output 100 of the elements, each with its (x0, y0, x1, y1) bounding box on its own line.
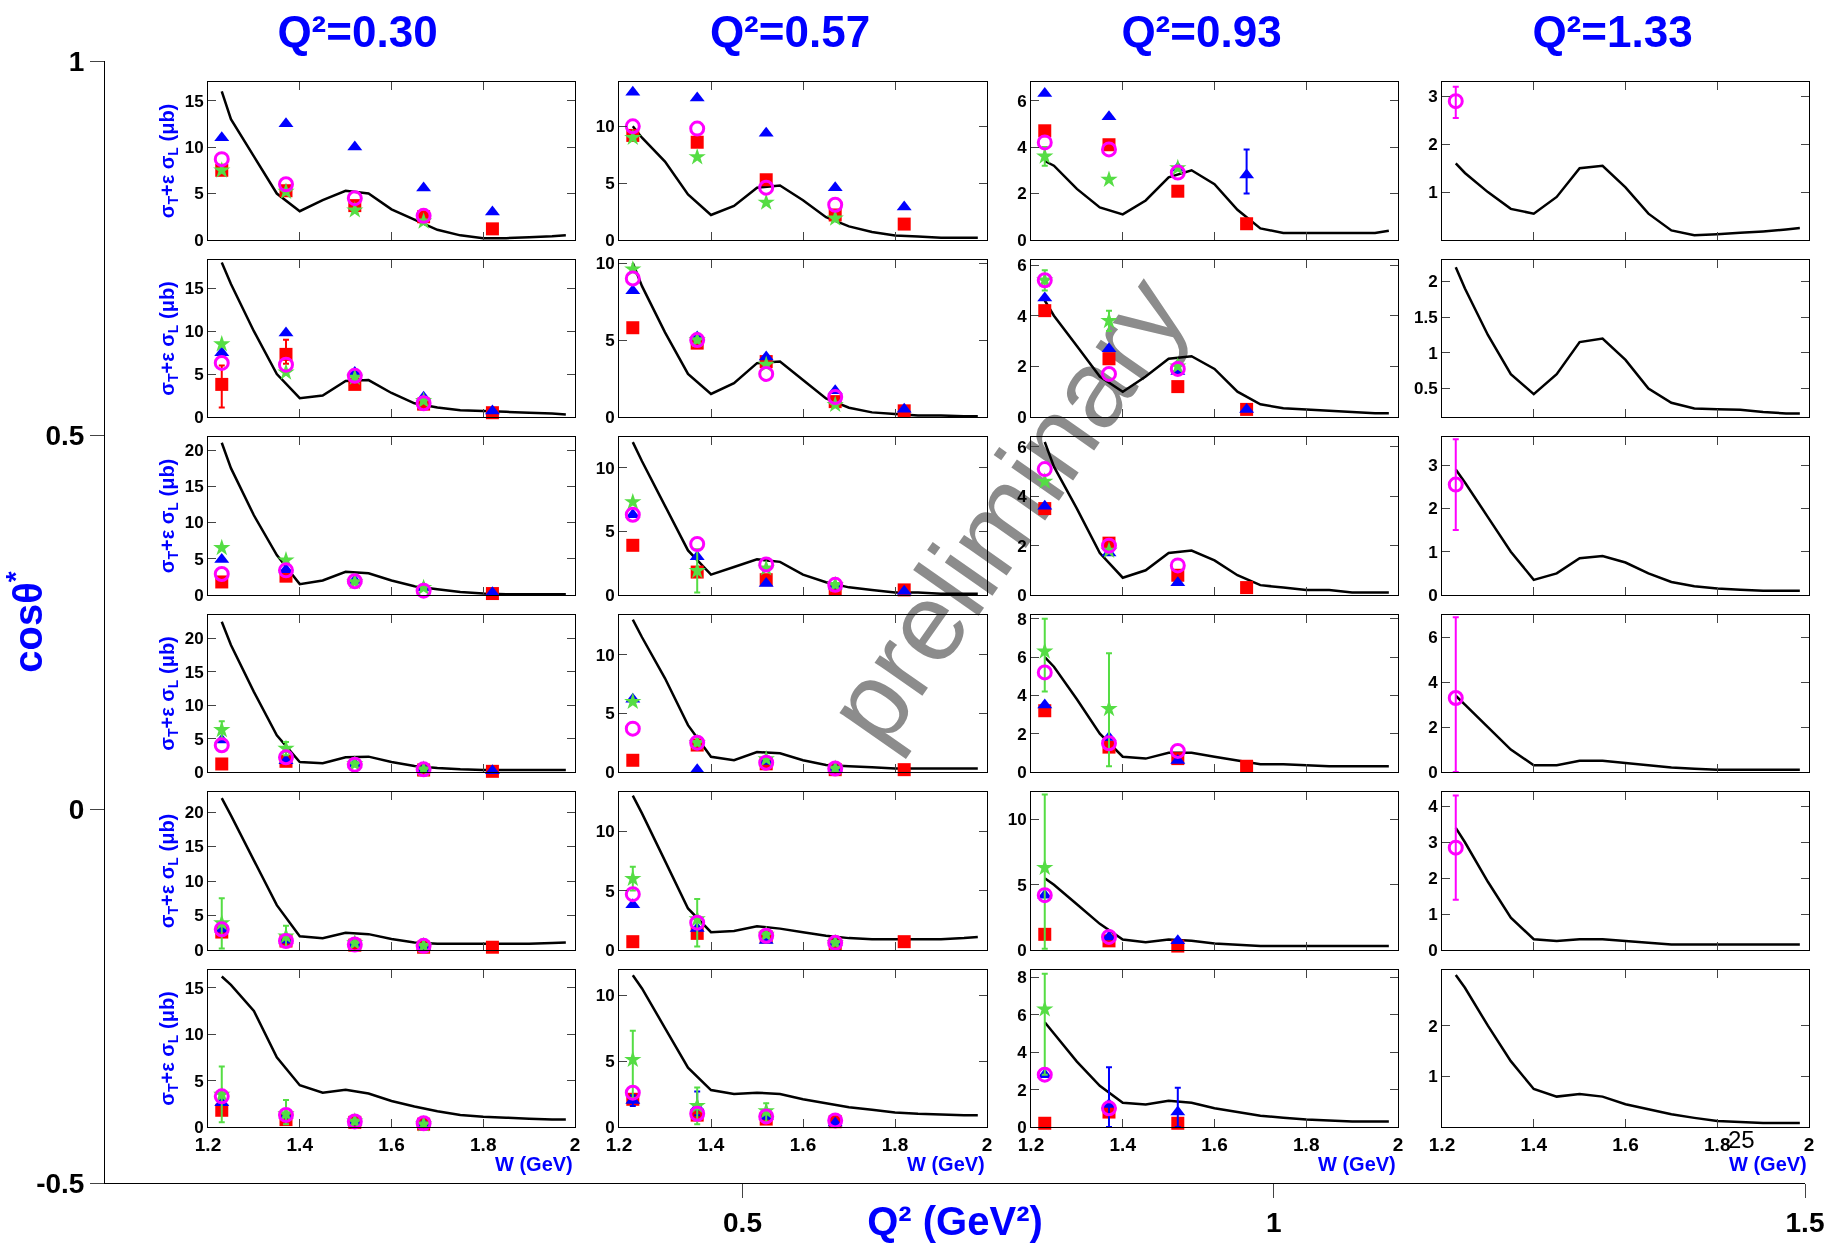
y-tick-label: 0 (194, 585, 204, 605)
y-tick-label: 0 (605, 230, 615, 250)
y-tick-label: 2 (1428, 869, 1438, 889)
x-tick-label: 1.6 (1612, 1133, 1639, 1155)
y-tick-label: 1 (1428, 905, 1438, 925)
y-tick-label: 10 (184, 138, 204, 158)
y-tick-label: 0 (194, 230, 204, 250)
y-tick-label: 0 (605, 407, 615, 427)
y-tick-label: 10 (184, 322, 204, 342)
y-tick-label: 3 (1428, 87, 1438, 107)
y-tick-label: 4 (1017, 138, 1028, 158)
y-tick-label: 0 (1428, 762, 1438, 782)
y-tick-label: 10 (184, 513, 204, 533)
y-tick-label: 2 (1428, 499, 1438, 519)
x-tick-label: 0.5 (723, 1206, 762, 1238)
x-tick-label: 2 (981, 1133, 993, 1155)
x-tick-label: 1.8 (470, 1133, 497, 1155)
y-tick-label: 10 (595, 254, 615, 274)
y-tick-label: 0.5 (45, 419, 85, 451)
y-tick-label: 2 (1017, 1080, 1027, 1100)
x-tick-label: 2 (1392, 1133, 1404, 1155)
y-tick-label: 5 (1017, 875, 1027, 895)
x-tick-label: 1.8 (1293, 1133, 1320, 1155)
y-tick-label: 0 (194, 407, 204, 427)
y-tick-label: 5 (605, 174, 615, 194)
y-tick-label: 10 (184, 696, 204, 716)
y-tick-label: 10 (595, 117, 615, 137)
x-tick-label: 1.6 (378, 1133, 405, 1155)
y-tick-label: 10 (595, 986, 615, 1006)
y-tick-label: 0 (68, 793, 85, 825)
y-tick-label: 4 (1428, 797, 1439, 817)
y-tick-label: 10 (595, 645, 615, 665)
y-tick-label: 10 (1007, 810, 1027, 830)
x-tick-label: 1.6 (1201, 1133, 1228, 1155)
y-tick-label: 2 (1428, 718, 1438, 738)
y-tick-label: 5 (194, 184, 204, 204)
chart-title: Q²=0.93 (1121, 6, 1282, 56)
y-tick-label: 4 (1428, 673, 1439, 693)
y-tick-label: 3 (1428, 833, 1438, 853)
y-tick-label: 5 (194, 549, 204, 569)
y-tick-label: 0 (1017, 940, 1027, 960)
y-tick-label: 10 (595, 458, 615, 478)
y-tick-label: 5 (194, 729, 204, 749)
y-tick-label: 15 (184, 279, 204, 299)
y-tick-label: 6 (1017, 1005, 1027, 1025)
y-tick-label: -0.5 (36, 1167, 85, 1199)
y-tick-label: 10 (184, 871, 204, 891)
y-tick-label: 0 (194, 762, 204, 782)
y-tick-label: 2 (1428, 272, 1438, 292)
y-tick-label: 5 (194, 1071, 204, 1091)
x-axis-title: W (GeV) (1318, 1153, 1396, 1175)
x-axis-title: Q² (GeV²) (867, 1199, 1043, 1243)
y-tick-label: 15 (184, 477, 204, 497)
y-tick-label: 2 (1428, 135, 1438, 155)
y-tick-label: 1 (1428, 542, 1438, 562)
y-tick-label: 1 (1428, 343, 1438, 363)
x-tick-label: 2 (1803, 1133, 1815, 1155)
y-tick-label: 15 (184, 837, 204, 857)
y-tick-label: 10 (595, 822, 615, 842)
y-tick-label: 5 (194, 365, 204, 385)
y-tick-label: 0 (1428, 940, 1438, 960)
x-tick-label: 1.4 (697, 1133, 725, 1155)
x-tick-label: 2 (569, 1133, 581, 1155)
y-tick-label: 1 (1428, 183, 1438, 203)
chart-title: Q²=1.33 (1532, 6, 1693, 56)
y-tick-label: 1 (68, 45, 85, 77)
y-tick-label: 0 (1017, 230, 1027, 250)
x-tick-label: 1.8 (881, 1133, 909, 1155)
y-tick-label: 5 (194, 906, 204, 926)
x-tick-label: 1.2 (1428, 1133, 1456, 1155)
x-axis-title: W (GeV) (495, 1153, 573, 1175)
y-tick-label: 15 (184, 91, 204, 111)
y-tick-label: 20 (184, 629, 204, 649)
y-tick-label: 0 (605, 940, 615, 960)
x-axis-title: W (GeV) (1729, 1153, 1807, 1175)
y-tick-label: 20 (184, 802, 204, 822)
x-tick-label: 1.5 (1785, 1206, 1825, 1238)
y-tick-label: 6 (1017, 91, 1027, 111)
y-tick-label: 20 (184, 441, 204, 460)
y-tick-label: 3 (1428, 456, 1438, 476)
x-tick-label: 1.4 (1520, 1133, 1548, 1155)
chart-title: Q²=0.30 (277, 6, 438, 56)
x-tick-label: 1.4 (1109, 1133, 1137, 1155)
y-tick-label: 5 (605, 1051, 615, 1071)
x-tick-label: 1.4 (286, 1133, 314, 1155)
y-tick-label: 2 (1017, 184, 1027, 204)
y-tick-label: 2 (1428, 1016, 1438, 1036)
y-tick-label: 0 (194, 940, 204, 960)
y-tick-label: 1.5 (1413, 308, 1438, 328)
y-tick-label: 0 (605, 762, 615, 782)
y-tick-label: 5 (605, 330, 615, 350)
y-tick-label: 0 (1017, 762, 1027, 782)
y-tick-label: 5 (605, 704, 615, 724)
y-tick-label: 1 (1428, 1067, 1438, 1087)
y-tick-label: 0.5 (1413, 379, 1438, 399)
y-tick-label: 5 (605, 881, 615, 901)
y-tick-label: 5 (605, 522, 615, 542)
y-tick-label: 6 (1428, 628, 1438, 648)
chart-title: Q²=0.57 (709, 6, 871, 56)
y-tick-label: 15 (184, 662, 204, 682)
